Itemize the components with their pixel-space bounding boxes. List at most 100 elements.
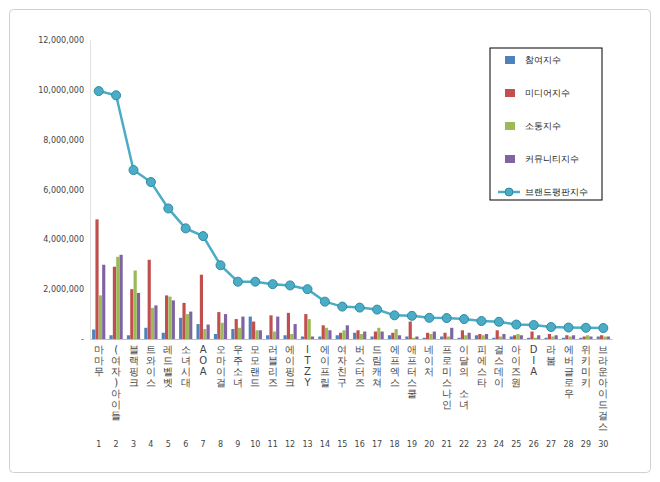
x-tick-label-char: T bbox=[303, 355, 311, 366]
x-tick-label: 모모랜드 bbox=[250, 344, 260, 388]
legend-symbol bbox=[505, 155, 515, 163]
bar bbox=[311, 337, 314, 339]
bar-series bbox=[95, 219, 603, 339]
marker bbox=[216, 261, 225, 270]
x-tick-label-char: 모 bbox=[250, 355, 260, 366]
x-tick-label: DIA bbox=[530, 344, 538, 377]
x-tick-label-char: 자 bbox=[337, 355, 347, 366]
bar bbox=[196, 324, 199, 339]
x-tick-label-char: 드 bbox=[250, 377, 260, 388]
x-tick-label-char: 쳐 bbox=[372, 377, 382, 388]
x-tick-label-char: Y bbox=[303, 377, 311, 388]
x-tick-label-char: 핑 bbox=[285, 366, 295, 377]
bar bbox=[510, 337, 513, 339]
x-tick-label-char: 드 bbox=[372, 344, 382, 355]
x-tick-label: 여자친구 bbox=[337, 344, 347, 388]
rank-label: 9 bbox=[235, 440, 240, 449]
marker bbox=[494, 317, 503, 326]
x-tick: 블랙핑크 bbox=[129, 339, 139, 388]
bar bbox=[482, 335, 485, 339]
bar bbox=[339, 333, 342, 339]
bar bbox=[569, 337, 572, 339]
marker bbox=[564, 323, 573, 332]
x-tick-label-char: 프 bbox=[320, 366, 330, 377]
rank-label: 7 bbox=[201, 440, 206, 449]
x-tick-label-char: 이 bbox=[285, 355, 295, 366]
bar bbox=[603, 337, 606, 339]
x-tick-label-char: 스 bbox=[146, 377, 156, 388]
bar bbox=[273, 332, 276, 339]
rank-label: 3 bbox=[131, 440, 136, 449]
bar bbox=[102, 265, 105, 339]
x-tick-label-char: 소 bbox=[181, 344, 191, 355]
x-tick: (여자)아이들 bbox=[111, 339, 121, 421]
x-tick-label-char: 에 bbox=[390, 344, 400, 355]
x-tick-label-char: 버 bbox=[355, 344, 365, 355]
x-tick-label-char: 들 bbox=[111, 410, 121, 421]
bar bbox=[214, 334, 217, 339]
legend-item: 브랜드평판지수 bbox=[498, 187, 588, 197]
x-tick: 우주소녀 bbox=[233, 339, 243, 388]
x-tick: 위키미키 bbox=[581, 339, 591, 388]
bar bbox=[513, 335, 516, 339]
legend-label: 참여지수 bbox=[525, 55, 561, 65]
x-tick-label-char: 프 bbox=[407, 355, 417, 366]
x-tick: 버스터즈 bbox=[355, 339, 365, 388]
marker bbox=[581, 323, 590, 332]
bar bbox=[342, 330, 345, 339]
rank-label: 23 bbox=[476, 440, 486, 449]
bar bbox=[370, 337, 373, 339]
x-tick-label-char: 아 bbox=[598, 377, 608, 388]
bar bbox=[516, 334, 519, 339]
x-tick-label-char: 나 bbox=[442, 388, 452, 399]
bar bbox=[235, 319, 238, 339]
marker bbox=[268, 280, 277, 289]
x-tick-label-char: 블 bbox=[129, 344, 139, 355]
x-tick-label-char: 벨 bbox=[163, 366, 173, 377]
bar bbox=[269, 315, 272, 339]
marker bbox=[251, 277, 260, 286]
x-tick-label-char: 무 bbox=[94, 366, 104, 377]
y-tick-label: 12,000,000 bbox=[38, 36, 84, 45]
x-tick: 라붐 bbox=[546, 339, 556, 366]
bar bbox=[95, 219, 98, 339]
x-tick-label-char: I bbox=[306, 344, 309, 355]
bar bbox=[565, 335, 568, 339]
bar bbox=[499, 337, 502, 339]
bar bbox=[360, 334, 363, 339]
x-tick-label-char: 구 bbox=[337, 377, 347, 388]
x-tick-label-char: ) bbox=[114, 377, 118, 388]
bar bbox=[374, 332, 377, 339]
bar bbox=[318, 337, 321, 339]
rank-label: 16 bbox=[355, 440, 365, 449]
x-tick-label-char: 이 bbox=[146, 366, 156, 377]
x-tick-label: 우주소녀 bbox=[233, 344, 243, 388]
x-tick-label-char: 엑 bbox=[390, 366, 400, 377]
legend-box bbox=[490, 48, 602, 200]
x-tick-label-char: 스 bbox=[477, 366, 487, 377]
bar bbox=[325, 328, 328, 339]
x-tick-label-char: 달 bbox=[459, 355, 469, 366]
x-tick-label-char: 드 bbox=[163, 355, 173, 366]
x-tick-label-char: 이 bbox=[598, 388, 608, 399]
rank-label: 20 bbox=[424, 440, 434, 449]
x-tick-label-char: 랙 bbox=[129, 355, 139, 366]
marker bbox=[373, 305, 382, 314]
x-tick-label: 위키미키 bbox=[581, 344, 591, 388]
x-tick-label-char: D bbox=[530, 344, 538, 355]
x-tick-label: 프로미스나인 bbox=[442, 344, 452, 410]
bar bbox=[502, 334, 505, 339]
x-tick-label-char: 리 bbox=[268, 366, 278, 377]
x-tick-label-char: 프 bbox=[390, 355, 400, 366]
bar bbox=[405, 337, 408, 339]
marker bbox=[477, 317, 486, 326]
bar bbox=[224, 314, 227, 339]
bar bbox=[415, 337, 418, 339]
bar bbox=[200, 275, 203, 339]
legend-item: 커뮤니티지수 bbox=[505, 154, 579, 164]
bar bbox=[148, 260, 151, 339]
bar bbox=[600, 335, 603, 339]
rank-label: 8 bbox=[218, 440, 223, 449]
rank-label: 26 bbox=[529, 440, 539, 449]
bar bbox=[290, 334, 293, 339]
